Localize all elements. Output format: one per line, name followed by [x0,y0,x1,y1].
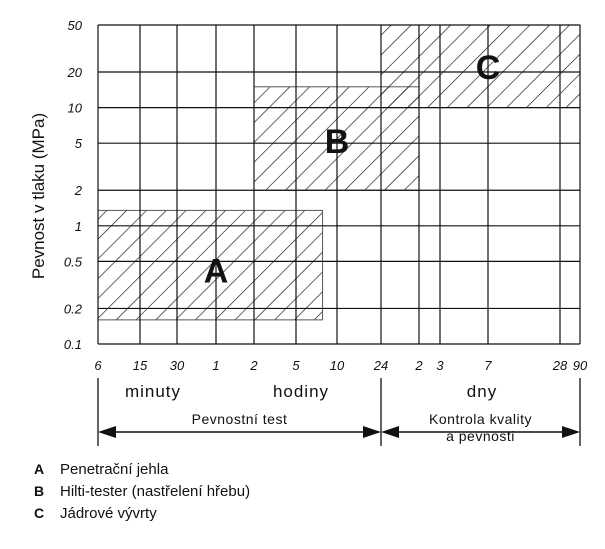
legend-text: Jádrové vývrty [60,505,157,522]
x-tick-label: 3 [436,358,444,373]
legend-item-b: B Hilti-tester (nastřelení hřebu) [34,480,250,502]
x-tick-label: 2 [414,358,423,373]
legend-key: B [34,483,45,499]
y-tick-label: 1 [75,219,82,234]
range-label: a pevnosti [446,428,515,444]
x-tick-label: 6 [94,358,102,373]
y-tick-label: 0.1 [64,337,82,352]
region-c-label: C [476,49,501,87]
x-tick-label: 30 [170,358,185,373]
region-b-label: B [325,123,350,161]
range-label: Pevnostní test [192,411,288,427]
y-tick-label: 50 [68,18,83,33]
annotations: minuty hodiny dny Pevnostní test Kontrola kv… [97,49,581,446]
legend-key: A [34,461,45,477]
arrowhead-right [562,426,580,438]
y-tick-label: 2 [74,183,83,198]
y-tick-label: 0.2 [64,301,83,316]
y-tick-label: 20 [67,65,83,80]
region-a-label: A [204,252,229,290]
y-tick-label: 10 [68,101,83,116]
x-tick-label: 1 [212,358,219,373]
regions-layer [97,24,581,321]
arrowhead-right [363,426,381,438]
period-label: minuty [125,382,181,401]
x-tick-label: 10 [330,358,345,373]
arrowhead-left [98,426,116,438]
legend-item-c: C Jádrové vývrty [34,502,250,524]
x-tick-label: 7 [484,358,492,373]
period-label: hodiny [273,382,329,401]
legend: A Penetrační jehla B Hilti-tester (nastřel… [34,458,250,524]
legend-text: Hilti-tester (nastřelení hřebu) [60,483,251,500]
arrowhead-left [381,426,399,438]
y-tick-label: 5 [75,136,83,151]
y-axis-label: Pevnost v tlaku (MPa) [29,113,48,279]
x-tick-label: 28 [552,358,568,373]
x-tick-label: 24 [373,358,388,373]
legend-item-a: A Penetrační jehla [34,458,250,480]
legend-key: C [34,505,45,521]
range-label: Kontrola kvality [429,411,532,427]
grid [97,24,581,345]
x-tick-label: 5 [292,358,300,373]
period-label: dny [467,382,497,401]
legend-text: Penetrační jehla [60,461,169,478]
region-a-area [97,209,324,321]
x-tick-label: 15 [133,358,148,373]
x-tick-label: 2 [249,358,258,373]
y-tick-label: 0.5 [64,254,83,269]
x-tick-label: 90 [573,358,588,373]
